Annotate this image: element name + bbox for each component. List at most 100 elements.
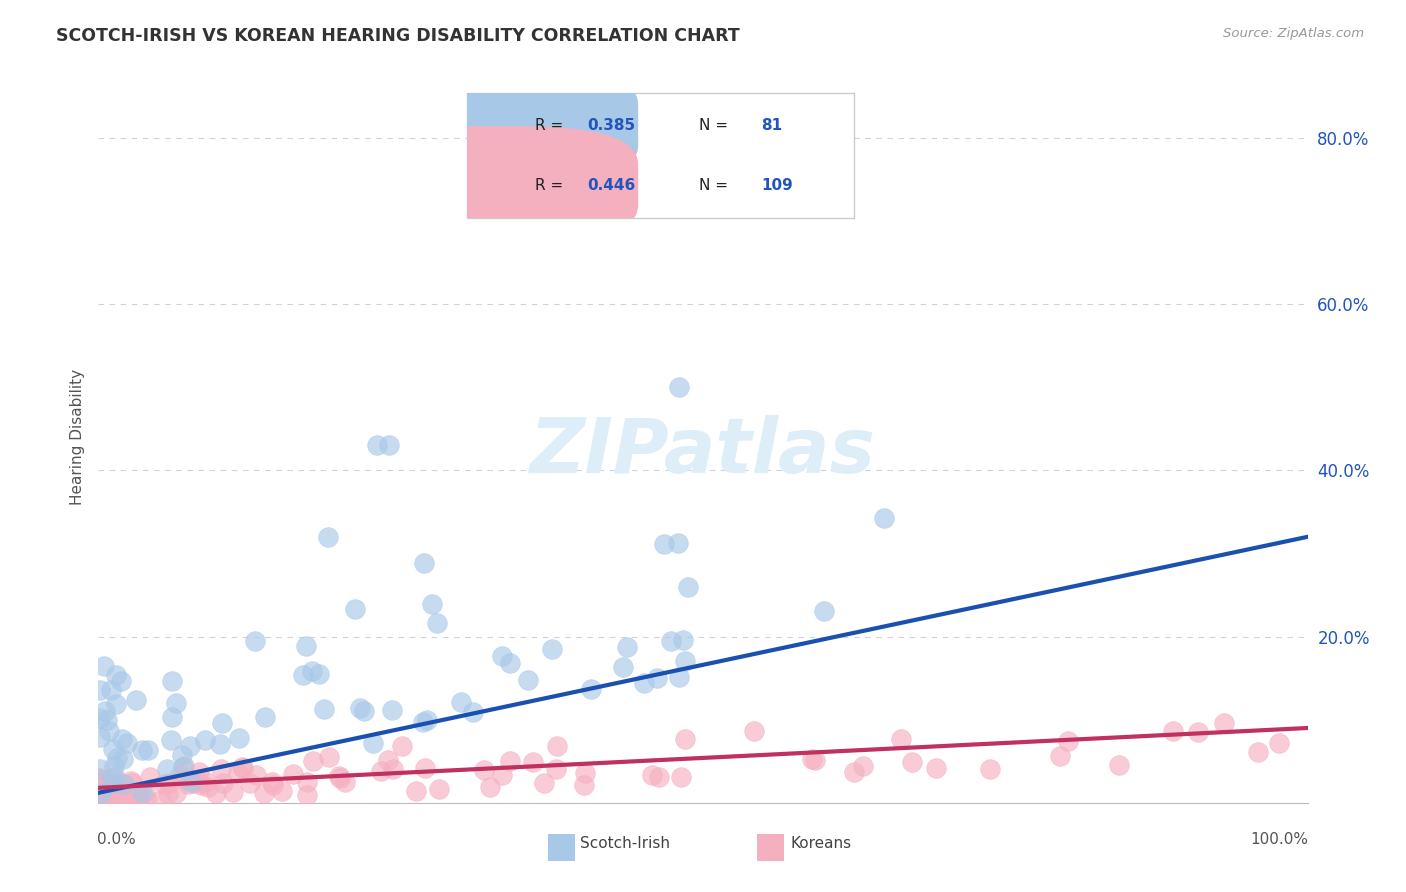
Point — [366, 438, 388, 452]
Point — [333, 774, 356, 789]
Point — [232, 761, 254, 775]
Point — [89, 730, 111, 744]
Point — [96, 713, 118, 727]
Point — [813, 604, 835, 618]
Point — [1049, 749, 1071, 764]
Point — [1268, 736, 1291, 750]
Text: Koreans: Koreans — [790, 836, 851, 851]
Point — [533, 775, 555, 789]
Point — [283, 767, 305, 781]
Point — [499, 656, 522, 670]
Point — [165, 696, 187, 710]
Point — [522, 756, 544, 770]
Point — [801, 751, 824, 765]
Point — [108, 779, 131, 793]
Point — [672, 633, 695, 648]
Point — [292, 667, 315, 681]
Point — [124, 693, 146, 707]
Point — [416, 714, 439, 728]
Point — [673, 654, 696, 668]
Point — [616, 640, 638, 654]
Point — [100, 779, 122, 793]
Point — [377, 753, 399, 767]
Text: ZIPatlas: ZIPatlas — [530, 415, 876, 489]
Point — [574, 765, 596, 780]
Point — [262, 778, 284, 792]
Point — [172, 747, 194, 762]
Point — [844, 764, 866, 779]
Point — [804, 752, 827, 766]
Point — [1161, 723, 1184, 738]
Point — [103, 758, 125, 772]
Text: Scotch-Irish: Scotch-Irish — [579, 836, 669, 851]
Y-axis label: Hearing Disability: Hearing Disability — [69, 369, 84, 505]
Point — [121, 776, 143, 790]
Point — [541, 641, 564, 656]
Point — [180, 774, 202, 789]
Point — [89, 783, 111, 797]
Point — [1108, 758, 1130, 772]
Point — [344, 602, 367, 616]
Point — [89, 683, 111, 698]
Point — [89, 789, 111, 803]
Point — [491, 768, 513, 782]
Point — [308, 667, 330, 681]
Point — [413, 557, 436, 571]
Point — [666, 535, 689, 549]
Point — [128, 791, 150, 805]
Point — [188, 764, 211, 779]
Point — [668, 380, 690, 394]
Point — [228, 731, 250, 745]
Point — [101, 776, 124, 790]
Point — [173, 759, 195, 773]
Point — [114, 783, 136, 797]
Point — [405, 784, 427, 798]
Point — [295, 640, 318, 654]
Point — [211, 775, 233, 789]
Point — [645, 672, 668, 686]
Point — [89, 772, 111, 786]
Point — [270, 784, 292, 798]
Point — [813, 197, 835, 211]
Point — [160, 673, 183, 688]
Point — [157, 788, 180, 802]
Point — [162, 710, 184, 724]
Point — [412, 715, 434, 730]
Point — [89, 711, 111, 725]
Point — [572, 778, 595, 792]
Point — [295, 775, 318, 789]
Point — [450, 695, 472, 709]
Point — [427, 781, 450, 796]
Point — [353, 704, 375, 718]
Point — [979, 763, 1001, 777]
Point — [890, 731, 912, 746]
Point — [301, 664, 323, 678]
Point — [612, 660, 634, 674]
Point — [91, 778, 114, 792]
Point — [260, 774, 283, 789]
Point — [377, 438, 399, 452]
Point — [211, 716, 233, 731]
Point — [108, 789, 131, 804]
Point — [89, 782, 111, 797]
Text: Source: ZipAtlas.com: Source: ZipAtlas.com — [1223, 27, 1364, 40]
Point — [316, 530, 339, 544]
Point — [131, 743, 153, 757]
Point — [426, 615, 449, 630]
Point — [461, 705, 484, 719]
Text: 100.0%: 100.0% — [1251, 832, 1309, 847]
Point — [678, 580, 700, 594]
Point — [112, 752, 135, 766]
Point — [111, 789, 134, 803]
Point — [157, 776, 180, 790]
Point — [422, 597, 444, 611]
Point — [381, 703, 404, 717]
Point — [652, 537, 675, 551]
Point — [901, 755, 924, 769]
Point — [245, 634, 267, 648]
Point — [94, 704, 117, 718]
Point — [633, 676, 655, 690]
Point — [107, 793, 129, 807]
Point — [165, 785, 187, 799]
Point — [89, 771, 111, 785]
